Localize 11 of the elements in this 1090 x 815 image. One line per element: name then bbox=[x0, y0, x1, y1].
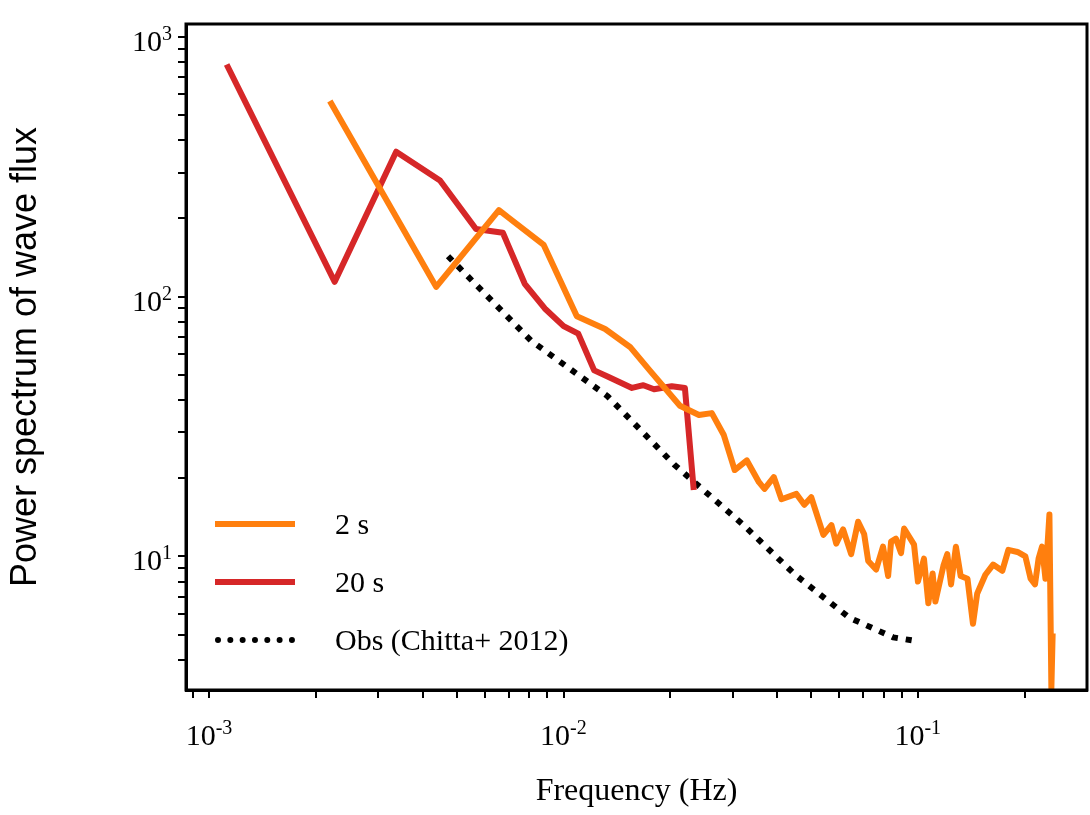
legend-label: 2 s bbox=[335, 507, 370, 541]
y-axis-title: Power spectrum of wave flux bbox=[2, 126, 44, 588]
legend-label: Obs (Chitta+ 2012) bbox=[335, 623, 569, 657]
x-tick-label: 10$^{-1}$ bbox=[894, 715, 942, 751]
x-tick-label: 10$^{-3}$ bbox=[185, 715, 233, 751]
x-axis-title: Frequency (Hz) bbox=[535, 771, 738, 808]
legend-label: 20 s bbox=[335, 565, 385, 599]
x-tick-label: 10$^{-2}$ bbox=[540, 715, 587, 751]
y-tick-label: 10$^{1}$ bbox=[132, 540, 172, 577]
y-tick-label: 10$^{2}$ bbox=[132, 280, 172, 317]
y-tick-label: 10$^{3}$ bbox=[132, 20, 172, 57]
